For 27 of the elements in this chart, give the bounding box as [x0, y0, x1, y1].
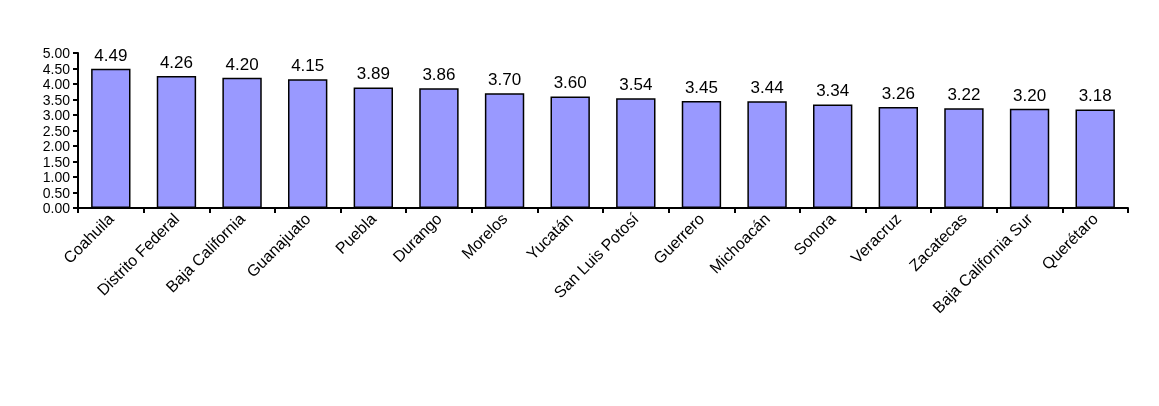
data-label: 3.18 — [1078, 86, 1112, 106]
text: 0.50 — [42, 184, 70, 201]
data-label: 3.86 — [422, 65, 456, 85]
data-label: 4.26 — [159, 52, 193, 72]
data-label: 3.45 — [684, 78, 718, 98]
text: 3.00 — [42, 107, 70, 123]
text: 1.50 — [42, 153, 70, 170]
text: 4.50 — [42, 60, 70, 77]
data-label: 3.22 — [947, 85, 981, 105]
data-label: 3.60 — [553, 73, 587, 93]
text: 2.50 — [42, 122, 70, 139]
data-label: 4.20 — [225, 54, 259, 74]
data-label: 3.89 — [356, 64, 390, 84]
text: 0.00 — [42, 200, 70, 216]
text: 2.00 — [42, 138, 70, 154]
data-label: 3.44 — [750, 78, 784, 98]
data-label: 3.26 — [881, 83, 915, 103]
data-label: 3.20 — [1013, 85, 1047, 105]
text: 5.00 — [42, 45, 70, 61]
data-label: 4.49 — [94, 45, 128, 65]
text: 1.00 — [42, 169, 70, 185]
data-label: 3.34 — [816, 81, 850, 101]
data-label: 3.70 — [488, 70, 522, 90]
text: 3.50 — [42, 91, 70, 108]
data-label: 3.54 — [619, 75, 653, 95]
text: 4.00 — [42, 76, 70, 92]
data-label: 4.15 — [291, 56, 325, 76]
